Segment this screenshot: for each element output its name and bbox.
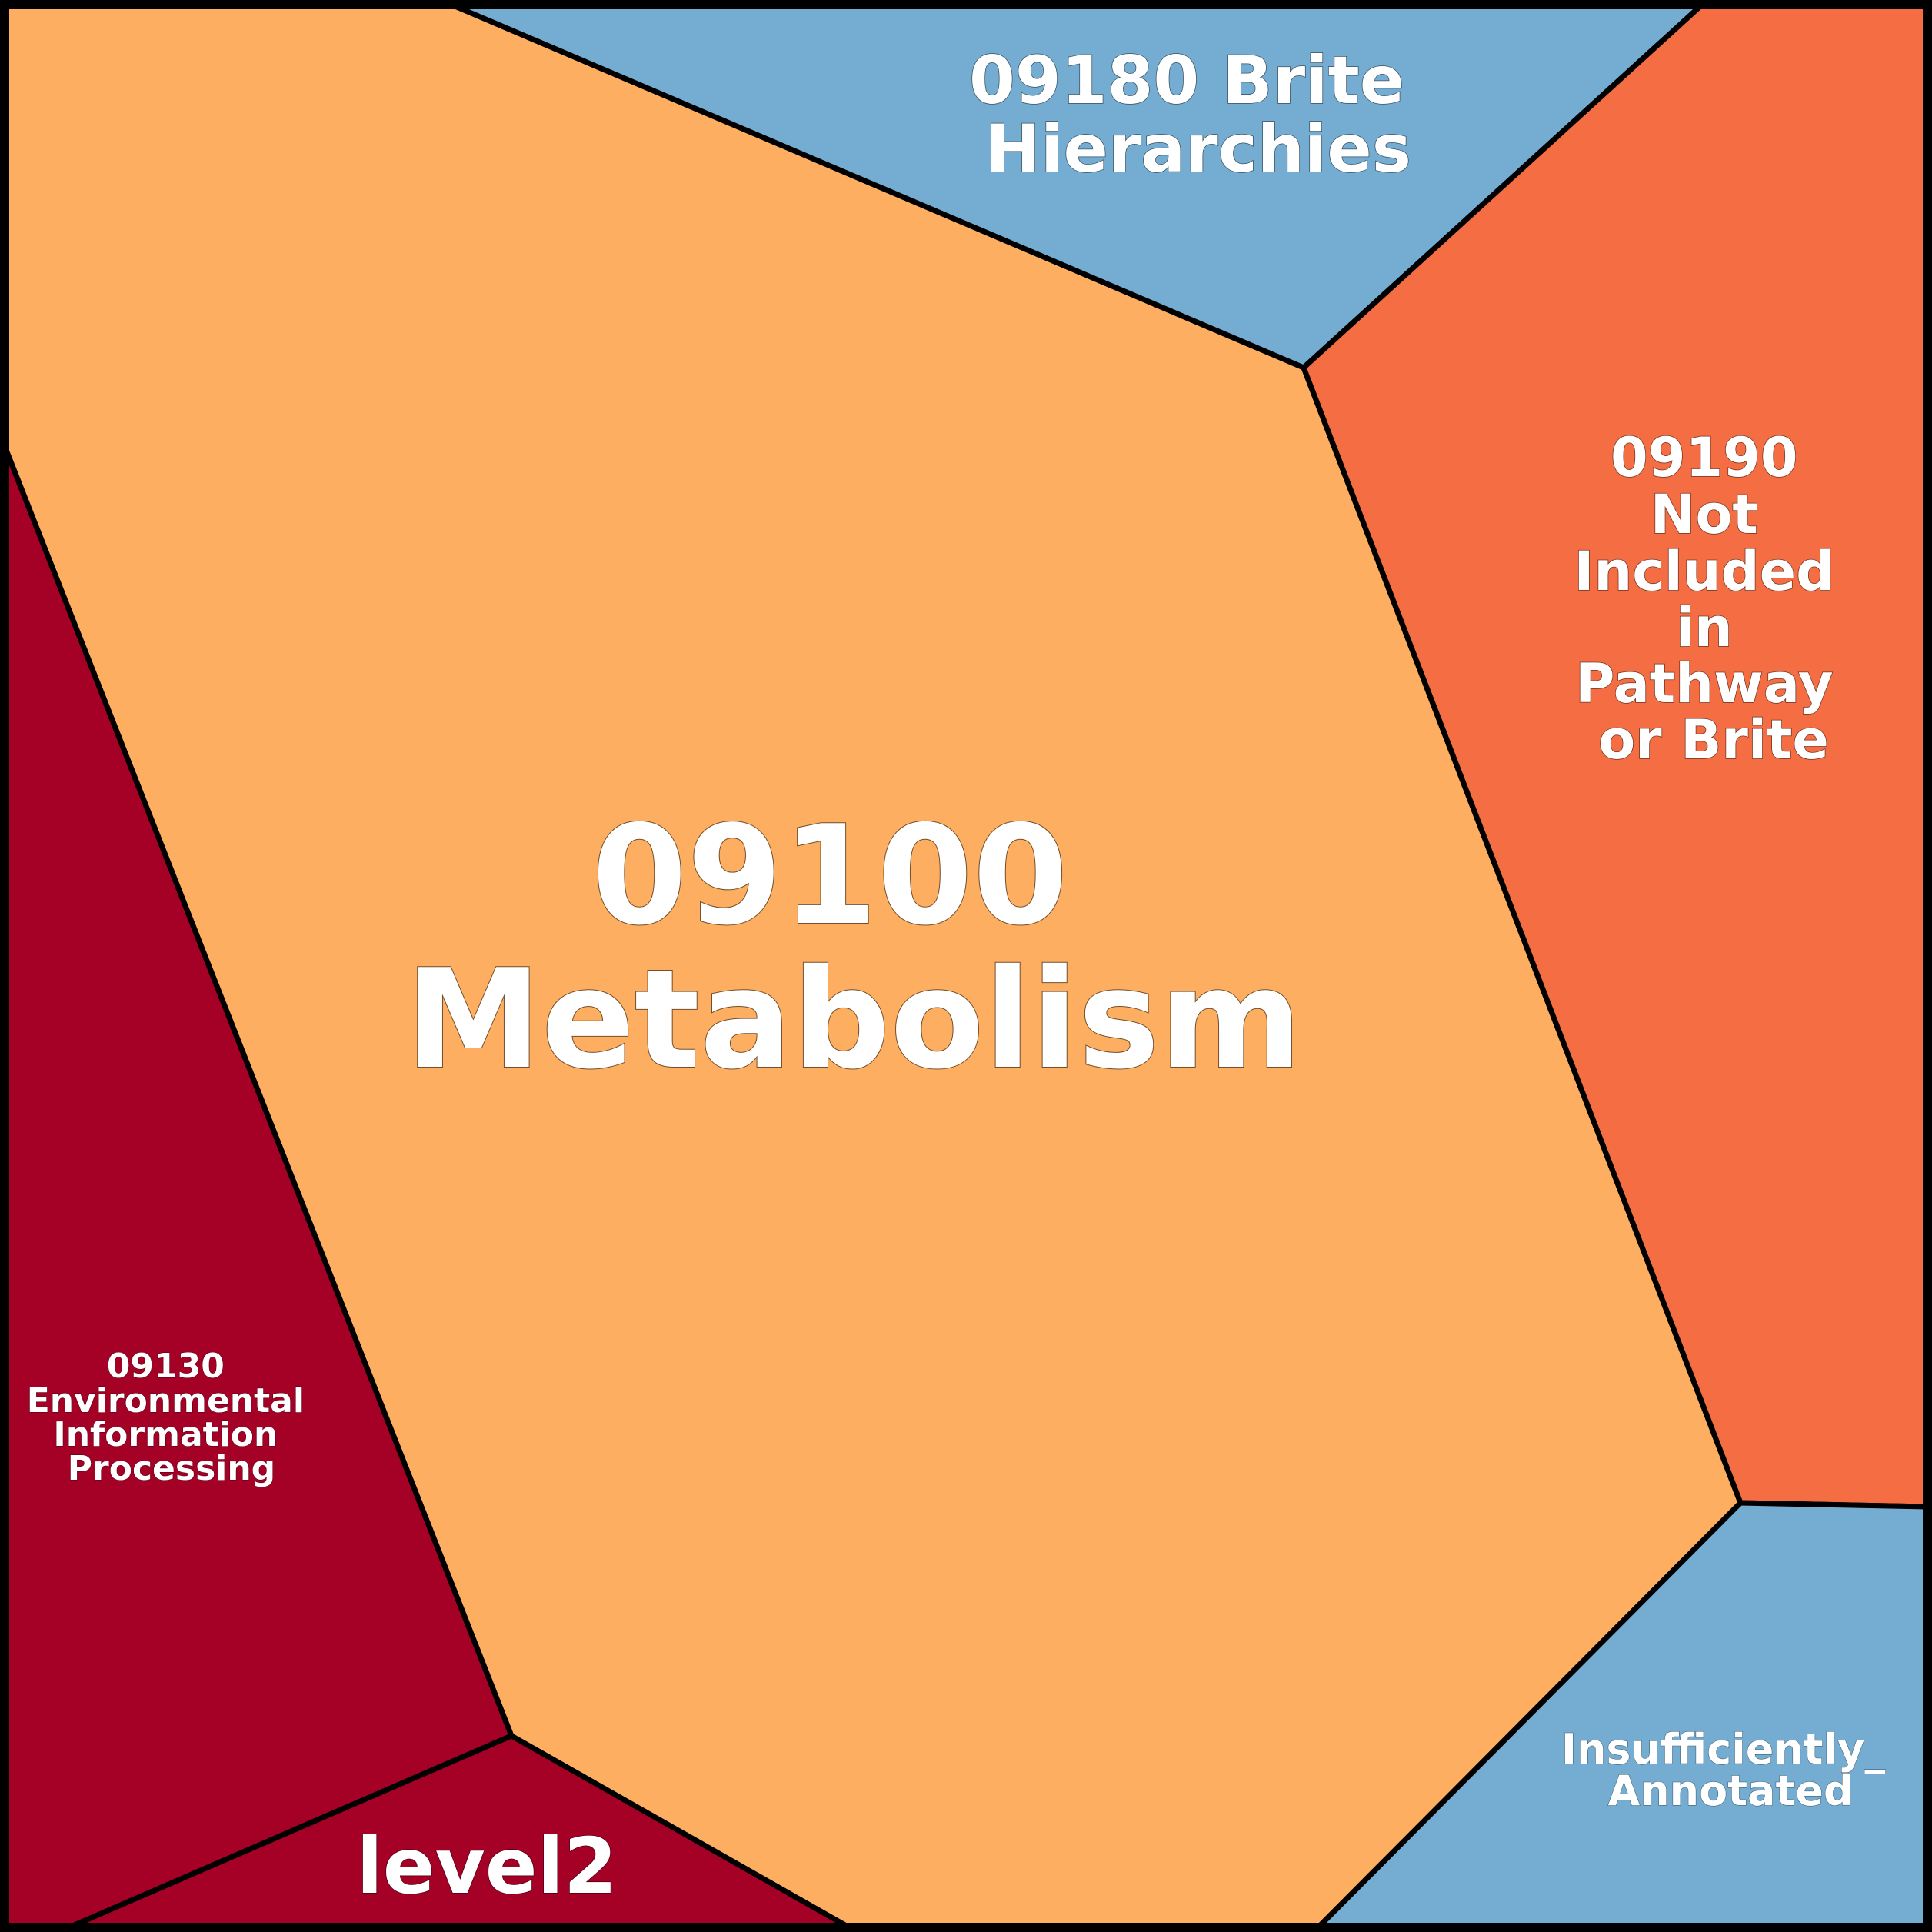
- label-environmental-information-processing: 09130 Environmental Information Processi…: [27, 1347, 317, 1488]
- label-insufficiently-annotated: Insufficiently_ Annotated: [1561, 1725, 1900, 1815]
- label-brite-hierarchies: 09180 Brite Hierarchies: [969, 42, 1427, 188]
- label-level2: level2: [357, 1821, 618, 1911]
- label-not-included: 09190 Not Included in Pathway or Brite: [1574, 426, 1853, 771]
- label-metabolism: 09100 Metabolism: [405, 796, 1302, 1099]
